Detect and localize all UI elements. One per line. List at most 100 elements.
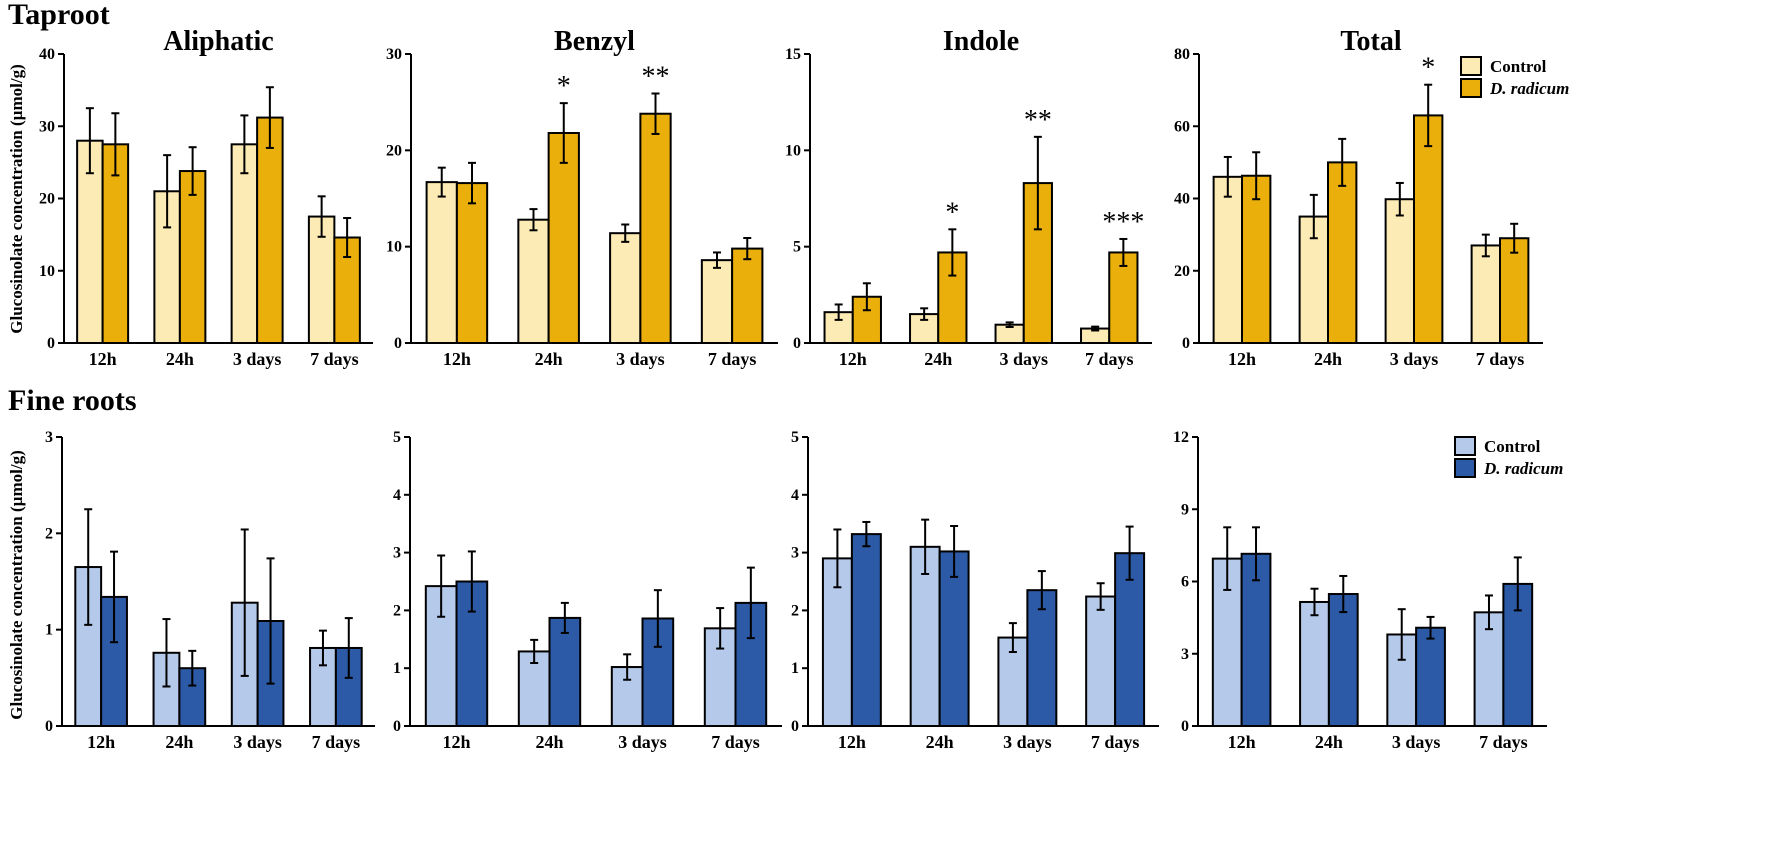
y-tick-label: 60 <box>1174 118 1190 135</box>
panel-title-indole: Indole <box>943 26 1019 57</box>
x-category-label: 3 days <box>999 349 1048 369</box>
y-tick-label: 0 <box>1182 335 1190 352</box>
legend-taproot: Control D. radicum <box>1460 56 1569 98</box>
x-category-label: 7 days <box>1479 732 1528 752</box>
x-category-label: 7 days <box>708 349 757 369</box>
y-tick-label: 15 <box>785 46 801 63</box>
x-category-label: 3 days <box>233 732 282 752</box>
x-category-label: 24h <box>535 732 563 752</box>
x-category-label: 24h <box>165 732 193 752</box>
significance-marker: ** <box>1024 105 1052 136</box>
bar-control-12h <box>425 181 458 344</box>
legend-swatch-control <box>1460 56 1482 76</box>
bar-d-radicum-24h <box>547 131 580 344</box>
legend-label-control: Control <box>1484 437 1541 456</box>
y-tick-label: 40 <box>1174 191 1190 208</box>
significance-marker: * <box>557 71 571 102</box>
y-tick-label: 5 <box>393 429 401 446</box>
y-tick-label: 0 <box>1181 718 1189 735</box>
bar-d-radicum-3-days <box>1026 589 1058 727</box>
y-tick-label: 12 <box>1173 429 1189 446</box>
x-category-label: 7 days <box>312 732 361 752</box>
panel-title-benzyl: Benzyl <box>554 26 635 57</box>
y-tick-label: 20 <box>39 191 55 208</box>
y-tick-label: 2 <box>393 602 401 619</box>
y-tick-label: 10 <box>386 239 402 256</box>
x-category-label: 7 days <box>1085 349 1134 369</box>
y-tick-label: 0 <box>394 335 402 352</box>
y-tick-label: 1 <box>791 660 799 677</box>
x-category-label: 24h <box>535 349 563 369</box>
y-tick-label: 20 <box>1174 263 1190 280</box>
y-axis-label-fine-roots: Glucosinolate concentration (µmol/g) <box>7 450 26 720</box>
y-tick-label: 10 <box>785 142 801 159</box>
bar-control-24h <box>517 218 550 344</box>
x-category-label: 12h <box>443 349 471 369</box>
panel-title-total: Total <box>1340 26 1401 57</box>
bar-control-24h <box>1299 600 1330 727</box>
bar-d-radicum-24h <box>178 170 207 344</box>
legend-label-d-radicum: D. radicum <box>1483 459 1563 478</box>
x-category-label: 24h <box>1314 349 1342 369</box>
chart-panel-5: 0 1 2 3 12h 24h 3 days 7 days <box>45 429 375 752</box>
y-tick-label: 1 <box>393 660 401 677</box>
x-category-label: 12h <box>1228 732 1256 752</box>
chart-panel-7: 0 1 2 3 4 5 12h 24h 3 days 7 days <box>791 429 1159 752</box>
y-tick-label: 2 <box>45 525 53 542</box>
chart-panel-1: Aliphatic 0 10 20 30 40 12h 24h 3 days 7 days <box>39 26 373 369</box>
y-tick-label: 3 <box>791 545 799 562</box>
bar-d-radicum-24h <box>548 616 582 727</box>
y-tick-label: 3 <box>45 429 53 446</box>
y-tick-label: 0 <box>47 335 55 352</box>
chart-panel-8: 0 3 6 9 12 12h 24h 3 days 7 days <box>1173 429 1547 752</box>
panel-title-aliphatic: Aliphatic <box>163 26 273 57</box>
bar-d-radicum-24h <box>1327 593 1359 727</box>
x-category-label: 24h <box>926 732 954 752</box>
x-category-label: 12h <box>838 732 866 752</box>
bar-control-12h <box>1212 175 1243 344</box>
bar-d-radicum-24h <box>1327 161 1358 344</box>
bar-d-radicum-12h <box>1241 174 1272 344</box>
x-category-label: 24h <box>924 349 952 369</box>
legend-label-d-radicum: D. radicum <box>1489 79 1569 98</box>
significance-marker: ** <box>642 61 670 92</box>
x-category-label: 7 days <box>1476 349 1525 369</box>
bar-control-7-days <box>700 259 734 344</box>
legend-swatch-d-radicum <box>1460 78 1482 98</box>
y-tick-label: 0 <box>793 335 801 352</box>
chart-panel-3: Indole 0 5 10 15 12h 24h * 3 days ** 7 days *** <box>785 26 1152 369</box>
y-tick-label: 2 <box>791 602 799 619</box>
y-tick-label: 9 <box>1181 501 1189 518</box>
y-tick-label: 4 <box>791 487 799 504</box>
y-tick-label: 4 <box>393 487 401 504</box>
y-tick-label: 3 <box>1181 646 1189 663</box>
x-category-label: 3 days <box>616 349 665 369</box>
chart-panel-2: Benzyl 0 10 20 30 12h 24h * 3 days ** 7 days <box>386 26 778 369</box>
chart-panel-6: 0 1 2 3 4 5 12h 24h 3 days 7 days <box>393 429 782 752</box>
x-category-label: 24h <box>166 349 194 369</box>
y-tick-label: 5 <box>793 239 801 256</box>
bar-d-radicum-12h <box>850 533 882 727</box>
bar-control-7-days <box>1085 595 1117 728</box>
y-tick-label: 80 <box>1174 46 1190 63</box>
y-tick-label: 10 <box>39 263 55 280</box>
y-tick-label: 5 <box>791 429 799 446</box>
y-tick-label: 0 <box>45 718 53 735</box>
x-category-label: 3 days <box>1390 349 1439 369</box>
bar-d-radicum-7-days <box>1499 237 1530 344</box>
legend-swatch-control <box>1454 436 1476 456</box>
bar-control-3-days <box>1384 198 1415 344</box>
y-tick-label: 30 <box>386 46 402 63</box>
y-axis-label-taproot: Glucosinolate concentration (µmol/g) <box>7 64 26 334</box>
y-tick-label: 1 <box>45 622 53 639</box>
section-title-taproot: Taproot <box>8 0 110 31</box>
bar-control-24h <box>1298 215 1329 344</box>
x-category-label: 12h <box>442 732 470 752</box>
x-category-label: 12h <box>1228 349 1256 369</box>
x-category-label: 12h <box>89 349 117 369</box>
x-category-label: 24h <box>1315 732 1343 752</box>
x-category-label: 3 days <box>233 349 282 369</box>
x-category-label: 12h <box>839 349 867 369</box>
